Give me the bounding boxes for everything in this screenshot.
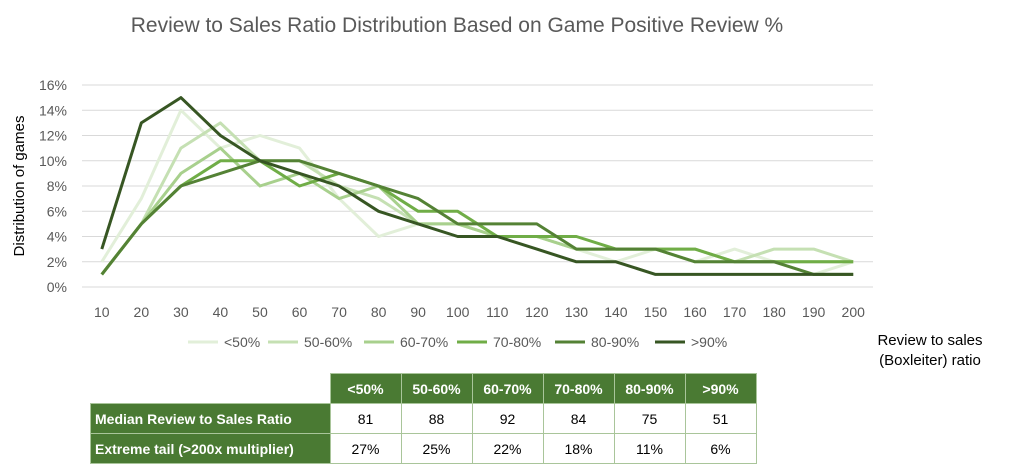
table-row-header: Median Review to Sales Ratio (90, 403, 331, 434)
table-cell: 18% (542, 433, 615, 464)
x-tick-label: 70 (331, 304, 347, 320)
table-cell: 84 (542, 403, 615, 434)
table-col-header: 60-70% (471, 373, 544, 404)
table-corner (91, 374, 331, 404)
series-line (100, 108, 854, 276)
legend: <50% 50-60% 60-70% 70-80% 80-90% >90% (188, 334, 727, 350)
table-cell: 11% (613, 433, 686, 464)
legend-label: >90% (691, 334, 727, 350)
x-tick-label: 160 (683, 304, 707, 320)
table-col-header: >90% (684, 373, 757, 404)
x-tick-label: 130 (565, 304, 589, 320)
table-header-row: <50% 50-60% 60-70% 70-80% 80-90% >90% (91, 373, 757, 404)
x-tick-label: 170 (723, 304, 747, 320)
series-line (100, 96, 854, 276)
y-tick-label: 6% (47, 203, 67, 219)
x-tick-label: 100 (446, 304, 470, 320)
table-cell: 22% (471, 433, 544, 464)
table-col-header: 70-80% (542, 373, 615, 404)
y-tick-label: 4% (47, 229, 67, 245)
table-cell: 92 (471, 403, 544, 434)
x-axis-label: Review to sales (Boxleiter) ratio (877, 332, 982, 369)
table-cell: 27% (329, 433, 402, 464)
legend-label: 60-70% (400, 334, 448, 350)
x-tick-label: 40 (213, 304, 229, 320)
y-tick-label: 0% (47, 279, 67, 295)
x-tick-label: 60 (292, 304, 308, 320)
y-tick-label: 16% (39, 77, 67, 93)
chart-title: Review to Sales Ratio Distribution Based… (131, 14, 783, 37)
table-cell: 88 (400, 403, 473, 434)
table-col-header: <50% (329, 373, 402, 404)
x-tick-label: 150 (644, 304, 668, 320)
x-axis-ticks: 10 20 30 40 50 60 70 80 90 100 110 120 130 140 150 160 1… (94, 304, 865, 320)
legend-label: 80-90% (591, 334, 639, 350)
series-lines (100, 96, 854, 276)
x-tick-label: 110 (486, 304, 509, 320)
line-chart: Review to Sales Ratio Distribution Based… (11, 14, 983, 369)
y-tick-label: 2% (47, 254, 67, 270)
x-tick-label: 20 (134, 304, 150, 320)
y-axis-ticks: 0% 2% 4% 6% 8% 10% 12% 14% 16% (39, 77, 67, 295)
table-cell: 81 (329, 403, 402, 434)
y-tick-label: 12% (39, 128, 67, 144)
table-cell: 51 (684, 403, 757, 434)
table-cell: 25% (400, 433, 473, 464)
y-axis-label: Distribution of games (11, 116, 28, 257)
y-tick-label: 14% (39, 102, 67, 118)
x-tick-label: 140 (604, 304, 628, 320)
x-tick-label: 200 (842, 304, 866, 320)
x-tick-label: 10 (94, 304, 110, 320)
legend-label: <50% (224, 334, 260, 350)
legend-label: 70-80% (493, 334, 541, 350)
x-tick-label: 90 (410, 304, 426, 320)
y-tick-label: 8% (47, 178, 67, 194)
table-cell: 75 (613, 403, 686, 434)
table-row: Extreme tail (>200x multiplier) 27% 25% … (90, 433, 757, 464)
x-tick-label: 50 (252, 304, 268, 320)
y-tick-label: 10% (39, 153, 67, 169)
series-line (100, 159, 854, 276)
x-tick-label: 80 (371, 304, 387, 320)
summary-table: <50% 50-60% 60-70% 70-80% 80-90% >90% Me… (90, 373, 757, 464)
table-col-header: 50-60% (400, 373, 473, 404)
x-tick-label: 30 (173, 304, 189, 320)
x-tick-label: 120 (525, 304, 549, 320)
table-row: Median Review to Sales Ratio 81 88 92 84… (90, 403, 757, 434)
table-cell: 6% (684, 433, 757, 464)
legend-label: 50-60% (304, 334, 352, 350)
table-row-header: Extreme tail (>200x multiplier) (90, 433, 331, 464)
x-tick-label: 190 (802, 304, 826, 320)
gridlines (82, 84, 873, 288)
series-line (100, 159, 854, 276)
x-tick-label: 180 (762, 304, 786, 320)
table-col-header: 80-90% (613, 373, 686, 404)
